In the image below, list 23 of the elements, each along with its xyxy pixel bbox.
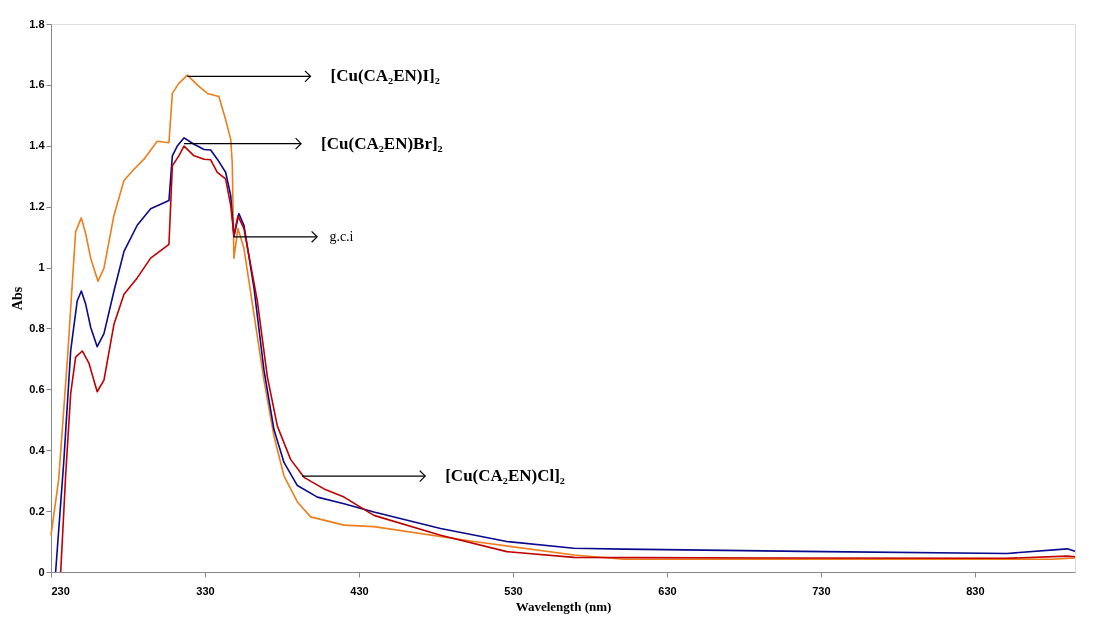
y-tick-label: 0.8 — [29, 321, 45, 334]
y-tick-label: 0.4 — [29, 443, 46, 456]
annotation: g.c.i — [329, 228, 354, 244]
y-tick-label: 0.6 — [29, 382, 45, 395]
y-tick-label: 0 — [38, 565, 45, 578]
x-tick-label: 330 — [196, 584, 215, 597]
x-tick-label: 730 — [812, 584, 831, 597]
x-tick-label: 230 — [51, 584, 70, 597]
y-tick-label: 1.6 — [29, 78, 45, 91]
y-tick-label: 1.8 — [29, 17, 45, 30]
annotation: [Cu(CA₂EN)Cl]₂ — [445, 466, 565, 486]
y-axis-title: Abs — [10, 286, 26, 311]
x-tick-label: 630 — [658, 584, 677, 597]
x-tick-label: 430 — [350, 584, 369, 597]
y-tick-label: 1.4 — [29, 139, 46, 152]
x-tick-label: 830 — [966, 584, 985, 597]
x-tick-label: 530 — [504, 584, 523, 597]
annotation: [Cu(CA₂EN)Br]₂ — [321, 133, 443, 153]
annotation: [Cu(CA₂EN)I]₂ — [330, 66, 440, 86]
x-axis-title: Wavelength (nm) — [515, 598, 612, 614]
y-tick-label: 1 — [38, 261, 45, 274]
y-tick-label: 1.2 — [29, 200, 45, 213]
y-tick-label: 0.2 — [29, 504, 45, 517]
